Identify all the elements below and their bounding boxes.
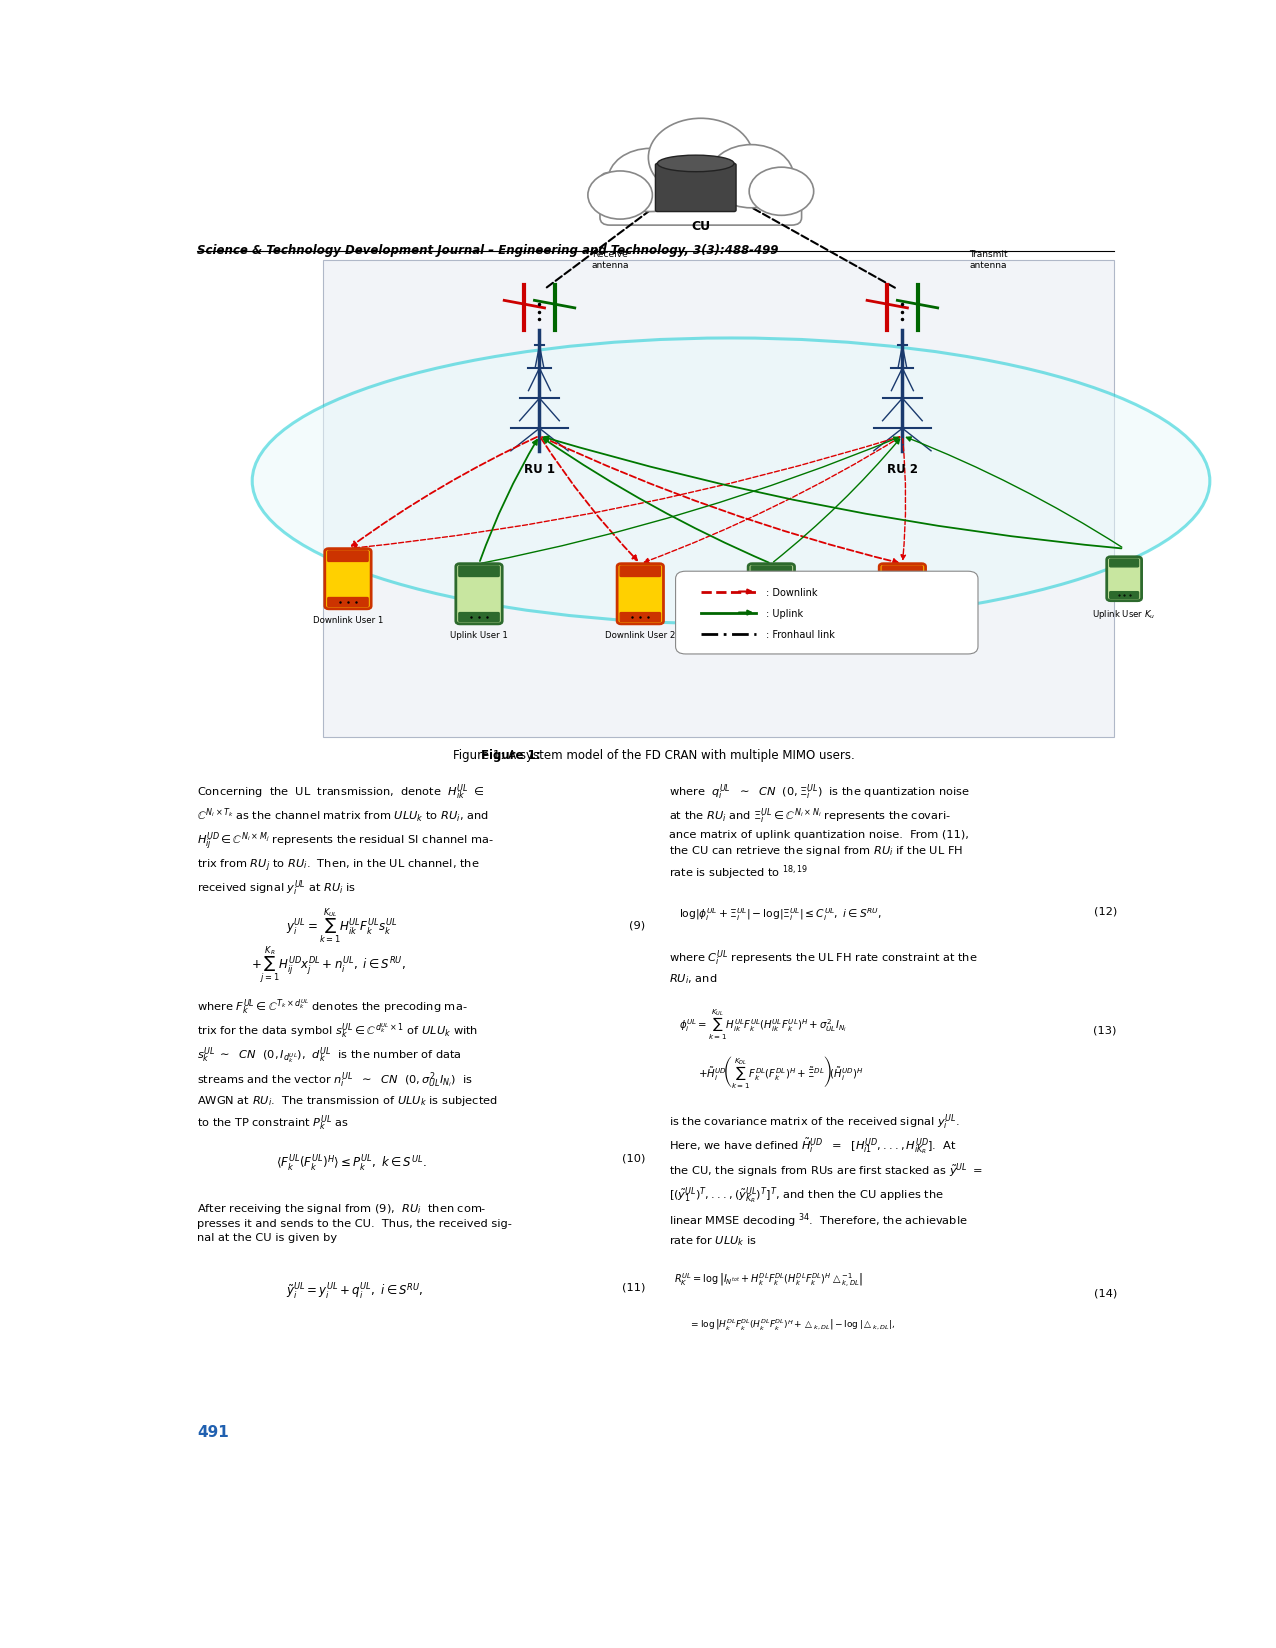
Text: RU 1: RU 1 bbox=[524, 463, 555, 476]
Circle shape bbox=[648, 119, 753, 198]
Text: CU: CU bbox=[692, 219, 711, 232]
Circle shape bbox=[609, 150, 693, 213]
Text: $\phi_i^{UL} = \sum_{k=1}^{K_{UL}} H_{ik}^{UL} F_k^{UL}(H_{ik}^{UL} F_k^{UL})^H : $\phi_i^{UL} = \sum_{k=1}^{K_{UL}} H_{ik… bbox=[679, 1007, 846, 1042]
Text: $R_K^{UL} = \log\left|I_{N^{tot}} + H_k^{DL} F_k^{DL}(H_k^{DL} F_k^{DL})^H \tria: $R_K^{UL} = \log\left|I_{N^{tot}} + H_k^… bbox=[674, 1271, 863, 1289]
Text: : Uplink: : Uplink bbox=[767, 608, 804, 618]
Text: $+\tilde{H}_i^{UD}\!\left(\sum_{k=1}^{K_{DL}} F_k^{DL}(F_k^{DL})^H + \tilde{\Xi}: $+\tilde{H}_i^{UD}\!\left(\sum_{k=1}^{K_… bbox=[698, 1053, 864, 1089]
Text: $+ \sum_{j=1}^{K_R} H_{ij}^{UD} x_j^{DL} + n_i^{UL},\ i \in S^{RU},$: $+ \sum_{j=1}^{K_R} H_{ij}^{UD} x_j^{DL}… bbox=[251, 944, 407, 986]
Text: Science & Technology Development Journal – Engineering and Technology, 3(3):488-: Science & Technology Development Journal… bbox=[197, 244, 778, 257]
Text: (12): (12) bbox=[1094, 906, 1116, 916]
Text: where $C_i^{UL}$ represents the UL FH rate constraint at the
$RU_i$, and: where $C_i^{UL}$ represents the UL FH ra… bbox=[669, 948, 977, 986]
Text: (13): (13) bbox=[1094, 1025, 1116, 1035]
Text: RU 2: RU 2 bbox=[887, 463, 917, 476]
Text: (11): (11) bbox=[621, 1282, 646, 1292]
Text: (14): (14) bbox=[1094, 1287, 1116, 1299]
FancyBboxPatch shape bbox=[675, 572, 977, 654]
Text: where $F_k^{UL} \in \mathbb{C}^{T_k \times d_k^{UL}}$ denotes the precoding ma-
: where $F_k^{UL} \in \mathbb{C}^{T_k \tim… bbox=[197, 997, 498, 1132]
FancyBboxPatch shape bbox=[1110, 592, 1138, 600]
Bar bbox=[323, 260, 1114, 737]
Text: Uplink User 2: Uplink User 2 bbox=[743, 631, 800, 639]
Text: : Fronhaul link: : Fronhaul link bbox=[767, 630, 836, 639]
Text: $\langle F_k^{UL}(F_k^{UL})^H \rangle \leq P_k^{UL},\ k \in S^{UL}.$: $\langle F_k^{UL}(F_k^{UL})^H \rangle \l… bbox=[276, 1154, 427, 1173]
FancyBboxPatch shape bbox=[459, 613, 499, 623]
Circle shape bbox=[749, 168, 814, 216]
FancyBboxPatch shape bbox=[1106, 557, 1142, 602]
Text: Uplink User $K_u$: Uplink User $K_u$ bbox=[1092, 608, 1156, 620]
FancyBboxPatch shape bbox=[459, 567, 499, 577]
Text: After receiving the signal from (9),  $RU_i$  then com-
presses it and sends to : After receiving the signal from (9), $RU… bbox=[197, 1201, 512, 1243]
Text: Figure 1:: Figure 1: bbox=[481, 748, 541, 761]
FancyBboxPatch shape bbox=[882, 567, 923, 577]
FancyBboxPatch shape bbox=[325, 549, 371, 610]
FancyBboxPatch shape bbox=[618, 564, 664, 625]
Text: Receive
antenna: Receive antenna bbox=[591, 250, 629, 270]
FancyBboxPatch shape bbox=[656, 165, 736, 213]
Ellipse shape bbox=[657, 157, 734, 173]
FancyBboxPatch shape bbox=[600, 173, 801, 226]
FancyBboxPatch shape bbox=[748, 564, 795, 625]
FancyBboxPatch shape bbox=[1110, 560, 1138, 567]
Text: Downlink User $K_j$: Downlink User $K_j$ bbox=[865, 631, 939, 644]
Circle shape bbox=[709, 145, 794, 209]
Ellipse shape bbox=[253, 339, 1210, 625]
FancyBboxPatch shape bbox=[328, 598, 369, 606]
FancyBboxPatch shape bbox=[879, 564, 925, 625]
Text: where  $q_i^{UL}$  $\sim$  $CN$  $(0, \Xi_i^{UL})$  is the quantization noise
at: where $q_i^{UL}$ $\sim$ $CN$ $(0, \Xi_i^… bbox=[669, 781, 970, 882]
Text: is the covariance matrix of the received signal $y_i^{UL}$.
Here, we have define: is the covariance matrix of the received… bbox=[669, 1111, 983, 1248]
Text: 491: 491 bbox=[197, 1424, 228, 1439]
Circle shape bbox=[588, 171, 652, 219]
FancyBboxPatch shape bbox=[882, 613, 923, 623]
Text: $\tilde{y}_i^{UL} = y_i^{UL} + q_i^{UL},\ i \in S^{RU},$: $\tilde{y}_i^{UL} = y_i^{UL} + q_i^{UL},… bbox=[286, 1282, 424, 1302]
FancyBboxPatch shape bbox=[620, 613, 661, 623]
FancyBboxPatch shape bbox=[620, 567, 661, 577]
Text: $= \log\left|H_k^{DL} F_k^{DL}(H_k^{DL} F_k^{DL})^H + \triangle_{k,DL}\right| - : $= \log\left|H_k^{DL} F_k^{DL}(H_k^{DL} … bbox=[689, 1315, 894, 1330]
FancyBboxPatch shape bbox=[752, 613, 791, 623]
Text: Uplink User 1: Uplink User 1 bbox=[450, 631, 508, 639]
FancyBboxPatch shape bbox=[752, 567, 791, 577]
Text: Concerning  the  UL  transmission,  denote  $H_{ik}^{UL}$ $\in$
$\mathbb{C}^{N_i: Concerning the UL transmission, denote $… bbox=[197, 781, 494, 898]
Text: Transmit
antenna: Transmit antenna bbox=[968, 250, 1007, 270]
Text: Downlink User 1: Downlink User 1 bbox=[313, 615, 383, 625]
Text: $\log |\phi_i^{UL} + \Xi_i^{UL}| - \log |\Xi_i^{UL}| \leq C_i^{UL},\ i \in S^{RU: $\log |\phi_i^{UL} + \Xi_i^{UL}| - \log … bbox=[679, 906, 882, 923]
FancyBboxPatch shape bbox=[328, 552, 369, 562]
FancyBboxPatch shape bbox=[456, 564, 503, 625]
Text: $y_i^{UL} = \sum_{k=1}^{K_{UL}} H_{ik}^{UL} F_k^{UL} s_k^{UL}$: $y_i^{UL} = \sum_{k=1}^{K_{UL}} H_{ik}^{… bbox=[286, 906, 397, 946]
Text: Figure 1: A system model of the FD CRAN with multiple MIMO users.: Figure 1: A system model of the FD CRAN … bbox=[453, 748, 855, 761]
Text: Downlink User 2: Downlink User 2 bbox=[605, 631, 675, 639]
Text: (10): (10) bbox=[621, 1154, 646, 1163]
Text: (9): (9) bbox=[629, 920, 646, 929]
Text: : Downlink: : Downlink bbox=[767, 587, 818, 597]
